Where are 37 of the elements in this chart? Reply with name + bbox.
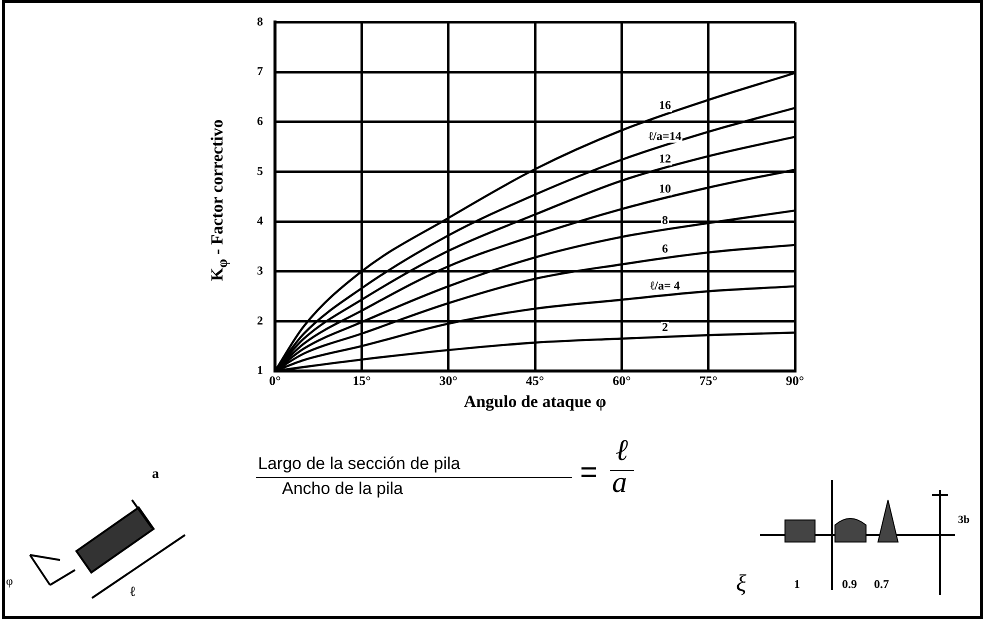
- text: Ancho de la pila: [282, 479, 403, 498]
- y-tick-label: 1: [257, 363, 263, 378]
- series-label: 6: [662, 241, 668, 256]
- y-tick-label: 5: [257, 164, 263, 178]
- series-label: 12: [659, 152, 671, 166]
- x-tick-label: 0°: [269, 373, 281, 388]
- y-tick-label: 2: [257, 313, 263, 328]
- x-tick-label: 60°: [612, 373, 631, 388]
- x-axis-title: Angulo de ataque φ: [464, 392, 607, 412]
- series-label: ℓ/a= 4: [650, 278, 680, 293]
- y-tick-label: 8: [257, 14, 263, 28]
- x-tick-label: 15°: [352, 373, 371, 388]
- text: 0.7: [874, 577, 889, 591]
- series-label: 2: [662, 320, 668, 334]
- text: Largo de la sección de pila: [258, 454, 460, 473]
- text: ℓ: [616, 434, 629, 467]
- series-label: 16: [659, 98, 671, 112]
- text: a: [612, 466, 627, 499]
- text: 1: [794, 577, 800, 591]
- y-tick-label: 7: [257, 64, 263, 78]
- x-tick-label: 90°: [786, 373, 804, 388]
- text: ξ: [736, 571, 746, 597]
- text: =: [580, 456, 598, 489]
- series-label: 10: [659, 181, 671, 196]
- text: 0.9: [842, 577, 857, 591]
- x-tick-label: 75°: [699, 373, 718, 388]
- series-label: ℓ/a=14: [648, 128, 682, 143]
- text: a: [152, 467, 159, 482]
- text: φ: [6, 574, 13, 588]
- text: ℓ: [130, 585, 136, 600]
- y-tick-label: 3: [257, 263, 263, 278]
- series-label: 8: [662, 213, 668, 228]
- x-tick-label: 30°: [439, 373, 458, 388]
- x-tick-label: 45°: [526, 373, 544, 388]
- y-tick-label: 6: [257, 114, 263, 128]
- text: 3b: [958, 514, 970, 526]
- y-tick-label: 4: [257, 214, 263, 228]
